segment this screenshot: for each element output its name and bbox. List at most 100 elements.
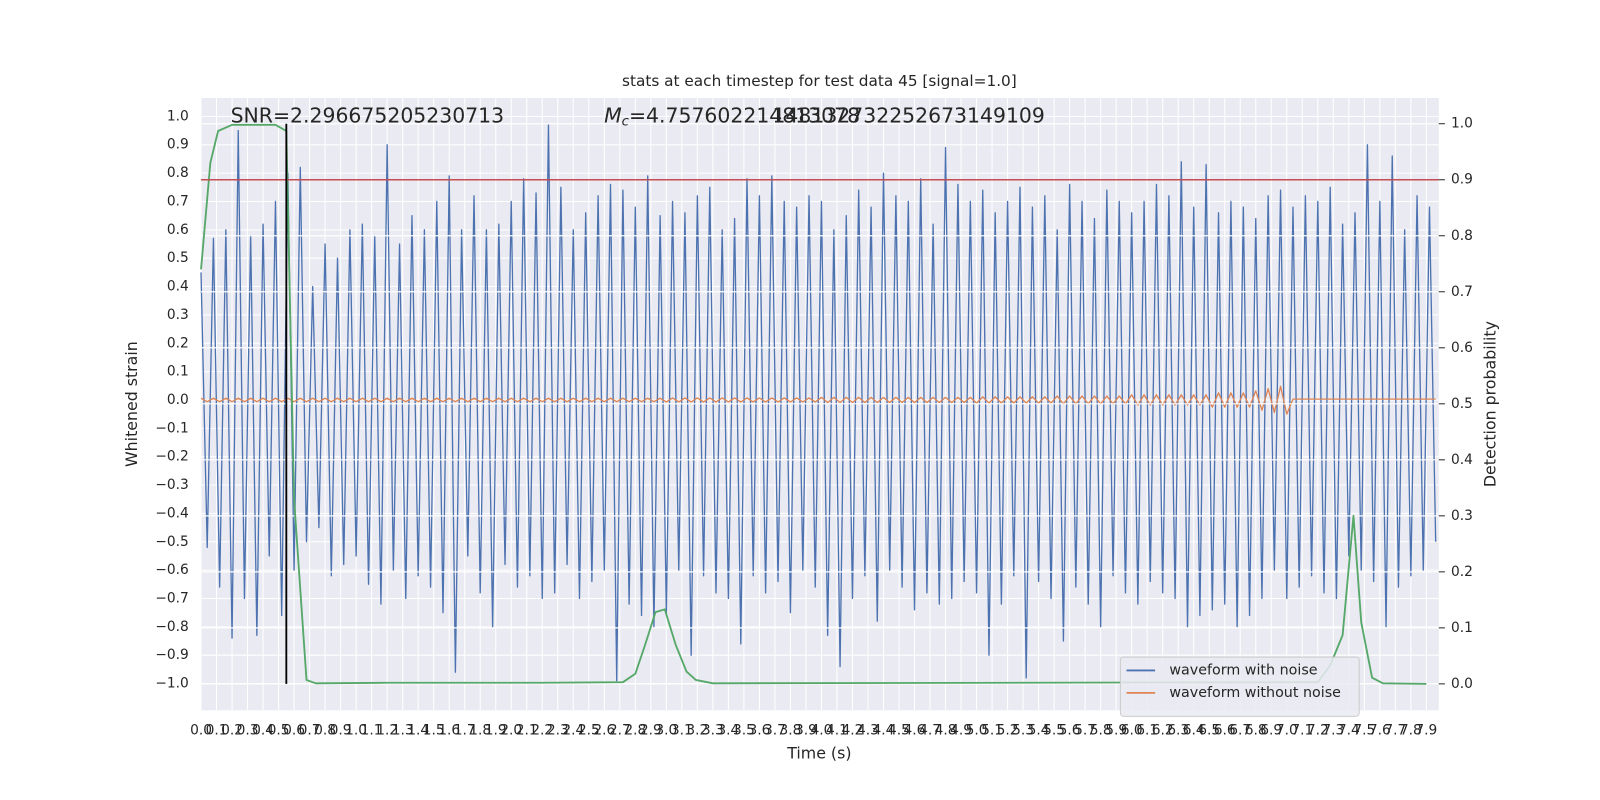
x-tick-label: 2.3 bbox=[547, 723, 569, 739]
legend: waveform with noise waveform without nois… bbox=[1119, 656, 1360, 717]
x-tick-label: 3.9 bbox=[795, 723, 817, 739]
y-tick-label: 0.5 bbox=[167, 250, 189, 266]
y-tick-label: −0.9 bbox=[155, 647, 188, 663]
x-tick-label: 4.8 bbox=[935, 723, 957, 739]
y-tick-label: −0.1 bbox=[155, 420, 188, 436]
x-tick-label: 7.4 bbox=[1338, 723, 1360, 739]
y2-tick-label: 0.8 bbox=[1451, 228, 1473, 244]
y2-tick-label: 0.2 bbox=[1451, 564, 1473, 580]
y2-tick-label: 0.9 bbox=[1451, 172, 1473, 188]
y-tick-label: −0.8 bbox=[155, 619, 188, 635]
x-tick-label: 2.4 bbox=[562, 723, 584, 739]
x-tick-label: 6.4 bbox=[1183, 723, 1205, 739]
x-tick-label: 1.3 bbox=[392, 723, 414, 739]
x-tick-label: 5.0 bbox=[966, 723, 988, 739]
y-tick-label: 0.8 bbox=[167, 165, 189, 181]
x-tick-label: 4.9 bbox=[950, 723, 972, 739]
legend-label: waveform with noise bbox=[1169, 662, 1317, 678]
x-tick-label: 7.7 bbox=[1384, 723, 1406, 739]
x-tick-label: 1.0 bbox=[345, 723, 367, 739]
y2-axis-label: Detection probability bbox=[1480, 321, 1499, 487]
y-tick-label: −1.0 bbox=[155, 676, 188, 692]
x-tick-label: 7.1 bbox=[1291, 723, 1313, 739]
y2-tick-label: 0.0 bbox=[1451, 676, 1473, 692]
y-tick-label: 0.9 bbox=[167, 137, 189, 153]
y-tick-label: −0.7 bbox=[155, 590, 188, 606]
y-tick-label: 1.0 bbox=[167, 108, 189, 124]
x-tick-label: 2.2 bbox=[531, 723, 553, 739]
y-tick-label: 0.7 bbox=[167, 193, 189, 209]
annotation-value: =4.757602214813078 bbox=[629, 103, 860, 127]
x-tick-label: 3.5 bbox=[733, 723, 755, 739]
x-tick-label: 5.1 bbox=[981, 723, 1003, 739]
x-tick-label: 4.5 bbox=[888, 723, 910, 739]
x-tick-label: 0.8 bbox=[314, 723, 336, 739]
x-tick-label: 3.7 bbox=[764, 723, 786, 739]
x-tick-label: 6.7 bbox=[1229, 723, 1251, 739]
x-tick-label: 3.8 bbox=[779, 723, 801, 739]
x-tick-label: 1.2 bbox=[376, 723, 398, 739]
x-tick-label: 2.8 bbox=[624, 723, 646, 739]
x-tick-label: 2.1 bbox=[516, 723, 538, 739]
x-tick-label: 5.7 bbox=[1074, 723, 1096, 739]
x-tick-label: 3.2 bbox=[686, 723, 708, 739]
x-tick-label: 0.1 bbox=[206, 723, 228, 739]
x-tick-label: 3.3 bbox=[702, 723, 724, 739]
x-tick-label: 3.1 bbox=[671, 723, 693, 739]
x-tick-label: 7.6 bbox=[1369, 723, 1391, 739]
x-tick-label: 5.3 bbox=[1012, 723, 1034, 739]
annotation-subscript: c bbox=[622, 114, 630, 129]
x-tick-label: 0.9 bbox=[330, 723, 352, 739]
x-tick-label: 5.6 bbox=[1059, 723, 1081, 739]
annotation: SNR=2.296675205230713 bbox=[231, 103, 505, 127]
y-tick-label: −0.3 bbox=[155, 477, 188, 493]
x-tick-label: 1.4 bbox=[407, 723, 429, 739]
annotation: 148132732252673149109 bbox=[772, 103, 1044, 127]
x-tick-label: 0.0 bbox=[190, 723, 212, 739]
x-tick-label: 2.7 bbox=[609, 723, 631, 739]
x-tick-label: 1.8 bbox=[469, 723, 491, 739]
x-tick-label: 6.8 bbox=[1245, 723, 1267, 739]
x-tick-label: 0.7 bbox=[299, 723, 321, 739]
x-tick-label: 4.0 bbox=[810, 723, 832, 739]
y-axis-label: Whitened strain bbox=[122, 341, 141, 467]
x-tick-label: 6.1 bbox=[1136, 723, 1158, 739]
y-tick-label: −0.5 bbox=[155, 534, 188, 550]
x-tick-label: 0.3 bbox=[237, 723, 259, 739]
x-tick-label: 4.7 bbox=[919, 723, 941, 739]
x-tick-label: 0.6 bbox=[283, 723, 305, 739]
x-axis-label: Time (s) bbox=[786, 744, 851, 763]
x-tick-label: 0.2 bbox=[221, 723, 243, 739]
y2-tick-label: 0.6 bbox=[1451, 340, 1473, 356]
x-tick-label: 5.2 bbox=[997, 723, 1019, 739]
y2-tick-label: 0.3 bbox=[1451, 508, 1473, 524]
y-tick-label: −0.4 bbox=[155, 505, 188, 521]
y-tick-label: 0.3 bbox=[167, 307, 189, 323]
x-tick-label: 6.3 bbox=[1167, 723, 1189, 739]
x-tick-label: 2.5 bbox=[578, 723, 600, 739]
y-tick-label: −0.2 bbox=[155, 449, 188, 465]
y2-tick-label: 0.4 bbox=[1451, 452, 1473, 468]
x-tick-label: 4.2 bbox=[842, 723, 864, 739]
x-tick-label: 7.2 bbox=[1307, 723, 1329, 739]
x-tick-label: 6.0 bbox=[1121, 723, 1143, 739]
series-line bbox=[200, 123, 1427, 685]
y-tick-label: 0.4 bbox=[167, 279, 189, 295]
x-tick-label: 1.7 bbox=[454, 723, 476, 739]
x-tick-label: 1.1 bbox=[361, 723, 383, 739]
x-tick-label: 7.0 bbox=[1276, 723, 1298, 739]
legend-label: waveform without noise bbox=[1169, 685, 1341, 701]
chart-title: stats at each timestep for test data 45 … bbox=[622, 72, 1017, 90]
y-tick-label: 0.0 bbox=[167, 392, 189, 408]
x-tick-label: 7.8 bbox=[1400, 723, 1422, 739]
x-tick-label: 6.2 bbox=[1152, 723, 1174, 739]
y2-tick-label: 0.7 bbox=[1451, 284, 1473, 300]
y-tick-label: −0.6 bbox=[155, 562, 188, 578]
y-tick-label: 0.2 bbox=[167, 335, 189, 351]
x-tick-label: 2.6 bbox=[593, 723, 615, 739]
x-tick-label: 0.5 bbox=[268, 723, 290, 739]
x-tick-label: 4.4 bbox=[873, 723, 895, 739]
plot-layer bbox=[200, 97, 1439, 711]
x-tick-label: 7.9 bbox=[1415, 723, 1437, 739]
x-tick-label: 1.9 bbox=[485, 723, 507, 739]
